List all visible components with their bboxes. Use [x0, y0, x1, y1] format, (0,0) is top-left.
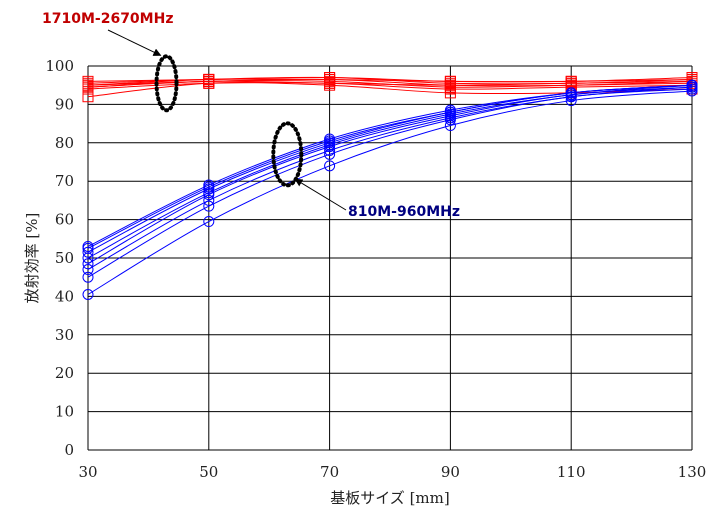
y-axis-label: 放射効率 [%]	[23, 213, 41, 304]
data-point-circle	[82, 258, 94, 270]
series-line	[87, 84, 693, 259]
data-point-circle	[82, 271, 94, 283]
data-point-circle	[203, 194, 215, 206]
series-line	[87, 82, 693, 98]
data-point-square	[203, 75, 215, 87]
series-layer	[82, 72, 698, 300]
y-tick-label: 60	[55, 211, 74, 229]
x-tick-label: 110	[557, 463, 586, 481]
y-tick-label: 90	[55, 95, 74, 113]
y-tick-label: 40	[55, 287, 74, 305]
annotation-low-band: 810M-960MHz	[348, 204, 460, 220]
data-point-circle	[203, 216, 215, 228]
series-line	[87, 84, 693, 249]
data-point-square	[324, 72, 336, 84]
data-point-square	[82, 81, 94, 93]
data-point-circle	[82, 264, 94, 276]
data-point-square	[324, 77, 336, 89]
y-tick-label: 50	[55, 249, 74, 267]
tick-labels: 0 10 20 30 40 50 60 70 80 90 100 30 50 70 90 110 130	[45, 57, 706, 481]
series-line	[87, 76, 693, 83]
grid	[87, 65, 693, 451]
x-tick-label: 30	[78, 463, 97, 481]
y-tick-label: 10	[55, 403, 74, 421]
data-point-circle	[324, 133, 336, 145]
series-line	[87, 80, 693, 88]
y-tick-label: 20	[55, 364, 74, 382]
highlight-ellipse-low-band	[271, 121, 304, 188]
x-tick-label: 50	[199, 463, 218, 481]
data-point-circle	[203, 200, 215, 212]
annotation-high-band: 1710M-2670MHz	[42, 11, 173, 27]
series-line	[87, 84, 693, 247]
series-line	[87, 90, 693, 295]
annotations: 1710M-2670MHz 810M-960MHz	[42, 11, 460, 220]
series-line	[87, 88, 693, 278]
series-line	[87, 86, 693, 270]
series-group-1	[82, 79, 698, 300]
data-point-circle	[203, 187, 215, 199]
y-tick-label: 100	[45, 57, 74, 75]
series-line	[87, 84, 693, 253]
data-point-circle	[686, 79, 698, 91]
x-tick-label: 90	[441, 463, 460, 481]
data-point-square	[82, 75, 94, 87]
highlight-ellipse-high-band	[154, 54, 179, 113]
data-point-circle	[565, 95, 577, 107]
data-point-circle	[82, 240, 94, 252]
data-point-circle	[203, 179, 215, 191]
y-tick-label: 70	[55, 172, 74, 190]
data-point-circle	[82, 288, 94, 300]
x-axis-label: 基板サイズ [mm]	[330, 489, 449, 507]
data-point-circle	[324, 160, 336, 172]
data-point-square	[444, 79, 456, 91]
series-group-0	[82, 72, 698, 103]
y-tick-label: 0	[64, 441, 74, 459]
arrow-low-band	[294, 178, 347, 211]
data-point-circle	[82, 246, 94, 258]
x-tick-label: 130	[678, 463, 707, 481]
data-point-circle	[565, 87, 577, 99]
data-point-circle	[444, 104, 456, 116]
arrow-high-band	[107, 29, 162, 56]
series-line	[87, 86, 693, 265]
series-line	[87, 82, 693, 90]
y-tick-label: 80	[55, 134, 74, 152]
x-tick-label: 70	[320, 463, 339, 481]
y-tick-label: 30	[55, 326, 74, 344]
